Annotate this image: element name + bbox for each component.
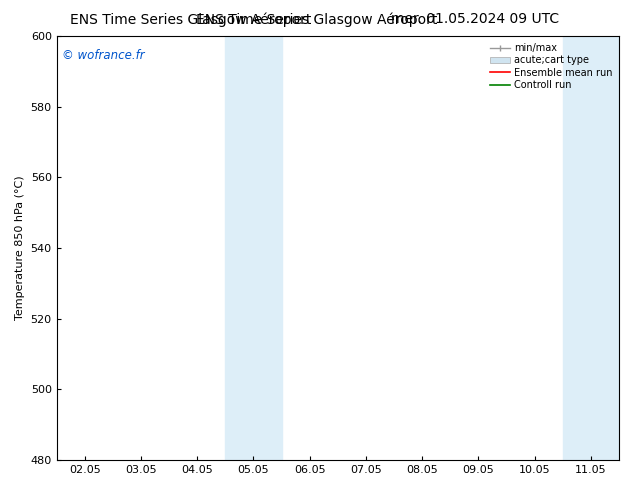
Y-axis label: Temperature 850 hPa (°C): Temperature 850 hPa (°C) xyxy=(15,176,25,320)
Legend: min/max, acute;cart type, Ensemble mean run, Controll run: min/max, acute;cart type, Ensemble mean … xyxy=(488,41,614,92)
Bar xyxy=(563,36,591,460)
Bar xyxy=(591,36,619,460)
Bar xyxy=(254,36,281,460)
Text: ENS Time Series Glasgow Aéroport: ENS Time Series Glasgow Aéroport xyxy=(197,12,437,27)
Text: © wofrance.fr: © wofrance.fr xyxy=(62,49,145,62)
Bar xyxy=(225,36,254,460)
Text: ENS Time Series Glasgow Aéroport: ENS Time Series Glasgow Aéroport xyxy=(70,12,311,27)
Text: mer. 01.05.2024 09 UTC: mer. 01.05.2024 09 UTC xyxy=(391,12,560,26)
